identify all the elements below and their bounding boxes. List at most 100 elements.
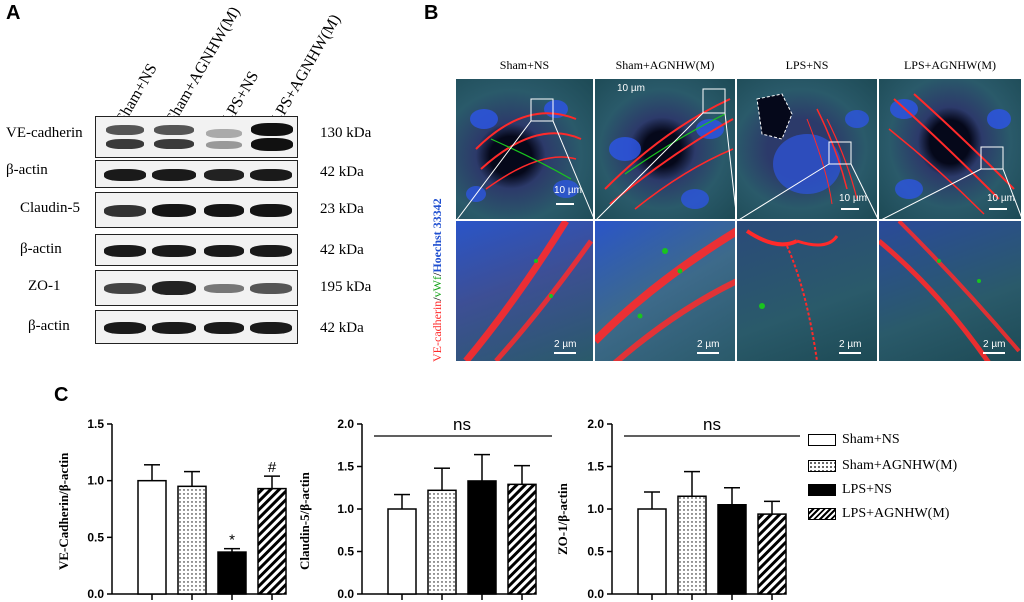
blot-band — [104, 169, 146, 181]
legend-item: LPS+AGNHW(M) — [808, 506, 949, 522]
stain-vwf-label: vWf — [430, 276, 444, 298]
y-tick-label: 2.0 — [587, 417, 604, 431]
blot-strip — [95, 234, 298, 266]
panel-label-b: B — [424, 2, 439, 24]
y-tick-label: 0.5 — [587, 545, 604, 559]
scale-bar — [697, 352, 719, 354]
protein-label: ZO-1 — [28, 278, 61, 294]
bar — [257, 487, 287, 595]
stain-separator: / — [430, 272, 444, 277]
blot-band — [104, 283, 146, 294]
y-tick-label: 0.0 — [337, 587, 354, 601]
significance-mark: * — [229, 532, 235, 549]
legend-item: Sham+AGNHW(M) — [808, 458, 957, 474]
scale-label: 10 µm — [617, 83, 645, 94]
legend-swatch-solid — [808, 483, 836, 496]
blot-strip — [95, 310, 298, 344]
protein-label: β-actin — [6, 162, 48, 178]
y-tick-label: 1.5 — [87, 417, 104, 431]
y-tick-label: 1.0 — [337, 502, 354, 516]
lane-label: LPS+AGNHW(M) — [268, 11, 345, 127]
stain-hoechst-label: Hoechst 33342 — [430, 198, 444, 273]
blot-band — [250, 245, 292, 257]
blot-band — [154, 139, 194, 149]
blot-band — [250, 322, 292, 334]
blot-band — [152, 281, 196, 295]
micro-image-zoom: 2 µm — [736, 220, 878, 362]
scale-label: 2 µm — [554, 339, 577, 350]
legend-label: Sham+AGNHW(M) — [842, 458, 958, 473]
bar — [427, 489, 457, 595]
micro-column-title: LPS+AGNHW(M) — [903, 58, 997, 72]
y-tick-label: 0.5 — [337, 545, 354, 559]
y-tick-label: 2.0 — [337, 417, 354, 431]
micro-column-title: Sham+AGNHW(M) — [615, 58, 715, 72]
bar-chart-ve-cadherin: 0.0 0.5 1.0 1.5 * # — [87, 417, 287, 601]
bar — [467, 480, 497, 595]
blot-band — [152, 204, 196, 217]
bar-chart-zo-1: 0.0 0.5 1.0 1.5 2.0 ns — [587, 415, 800, 601]
micro-image-zoom: 2 µm — [455, 220, 594, 362]
panel-label-a: A — [6, 2, 21, 24]
bar — [717, 504, 747, 595]
legend-swatch-hatched — [808, 507, 836, 520]
bar-chart-claudin-5: 0.0 0.5 1.0 1.5 2.0 ns — [337, 415, 552, 601]
protein-label: β-actin — [20, 241, 62, 257]
y-tick-label: 0.5 — [87, 530, 104, 544]
scale-bar — [554, 352, 576, 354]
blot-band — [204, 245, 244, 257]
y-tick-label: 1.0 — [587, 502, 604, 516]
ns-label: ns — [703, 415, 721, 434]
stain-separator: / — [430, 297, 444, 301]
legend-item: LPS+NS — [808, 482, 892, 498]
ns-label: ns — [453, 415, 471, 434]
bar — [217, 551, 247, 595]
blot-band — [204, 204, 244, 217]
protein-label: VE-cadherin — [6, 125, 83, 141]
y-tick-label: 1.5 — [587, 460, 604, 474]
legend-swatch-open — [808, 433, 836, 446]
blot-band — [206, 129, 242, 138]
blot-band — [152, 322, 196, 334]
scale-bar — [983, 352, 1005, 354]
blot-band — [250, 204, 292, 217]
blot-strip — [95, 160, 298, 188]
scale-label: 10 µm — [554, 185, 582, 196]
kda-label: 195 kDa — [320, 279, 372, 295]
blot-band — [104, 322, 146, 334]
blot-band — [104, 205, 146, 217]
micro-column-title: LPS+NS — [785, 58, 829, 72]
kda-label: 42 kDa — [320, 320, 364, 336]
kda-label: 42 kDa — [320, 164, 364, 180]
micro-image-top: 10 µm — [736, 78, 878, 220]
blot-band — [152, 169, 196, 181]
blot-band — [106, 139, 144, 149]
kda-label: 23 kDa — [320, 201, 364, 217]
micro-image-top: 10 µm — [455, 78, 594, 220]
blot-band — [251, 123, 293, 136]
micro-image-zoom: 2 µm — [594, 220, 736, 362]
bar — [637, 508, 667, 595]
protein-label: β-actin — [28, 318, 70, 334]
legend-item: Sham+NS — [808, 432, 900, 448]
micro-column-title: Sham+NS — [499, 58, 550, 72]
blot-band — [104, 245, 146, 257]
legend-label: LPS+NS — [842, 482, 892, 497]
stain-ve-label: VE-cadherin — [430, 300, 444, 362]
micro-image-zoom: 2 µm — [878, 220, 1022, 362]
blot-band — [250, 283, 292, 294]
blot-band — [152, 245, 196, 257]
blot-band — [251, 138, 293, 151]
blot-band — [106, 125, 144, 135]
kda-label: 130 kDa — [320, 125, 372, 141]
blot-band — [204, 322, 244, 334]
micro-image-top: 10 µm — [878, 78, 1022, 220]
blot-band — [204, 169, 244, 181]
protein-label: Claudin-5 — [20, 200, 80, 216]
y-tick-label: 0.0 — [87, 587, 104, 601]
blot-band — [204, 284, 244, 293]
bar — [757, 513, 787, 595]
scale-bar — [841, 208, 859, 210]
blot-band — [206, 141, 242, 149]
bar — [387, 508, 417, 595]
